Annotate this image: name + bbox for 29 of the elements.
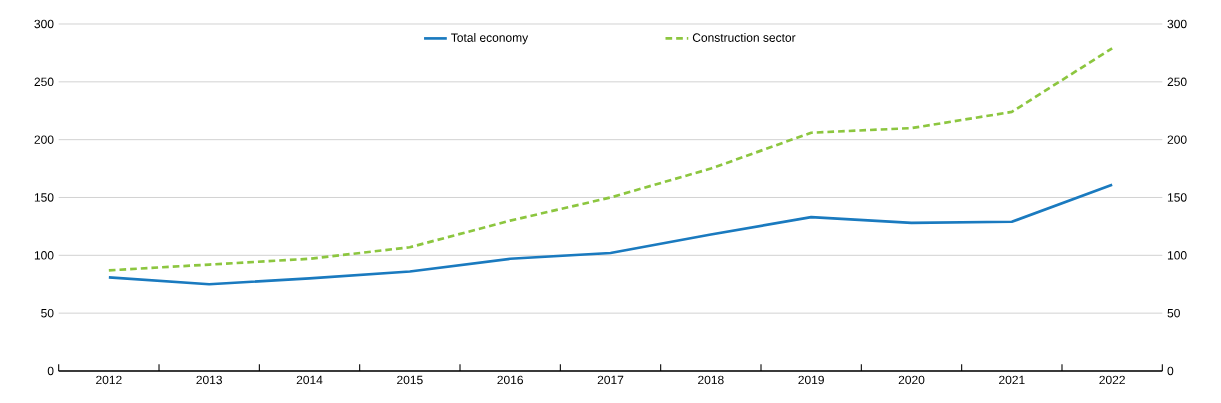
y-tick-label: 100 xyxy=(34,251,54,260)
line-series xyxy=(107,183,1114,286)
x-tick-label: 2021 xyxy=(999,375,1025,385)
y2-tick-label: 200 xyxy=(1167,135,1187,144)
y2-tick-label: 300 xyxy=(1167,19,1187,29)
y2-tick-label: 50 xyxy=(1167,308,1180,318)
y-tick-label: 250 xyxy=(34,77,54,87)
x-tick-label: 2014 xyxy=(296,375,323,385)
x-tick-label: 2012 xyxy=(96,375,122,385)
y-tick-label: 200 xyxy=(34,135,54,144)
y-tick-label: 150 xyxy=(34,193,54,202)
y-tick-label: 300 xyxy=(34,19,54,29)
x-tick-label: 2020 xyxy=(898,375,925,385)
y-tick-label: 50 xyxy=(41,308,54,318)
line-series xyxy=(107,46,1114,272)
legend-label: Construction sector xyxy=(692,33,796,42)
y2-tick-label: 100 xyxy=(1167,251,1187,260)
x-tick-label: 2016 xyxy=(497,375,523,385)
x-tick-label: 2013 xyxy=(196,375,222,385)
x-tick-label: 2019 xyxy=(798,375,824,385)
legend-label: Total economy xyxy=(451,33,529,45)
y2-tick-label: 250 xyxy=(1167,77,1187,87)
x-tick-label: 2015 xyxy=(397,375,423,385)
x-tick-label: 2017 xyxy=(597,375,624,385)
x-tick-label: 2018 xyxy=(698,375,724,385)
y-tick-label: 0 xyxy=(47,366,54,376)
y2-tick-label: 150 xyxy=(1167,193,1187,202)
y2-tick-label: 0 xyxy=(1167,366,1174,376)
x-tick-label: 2022 xyxy=(1099,375,1125,385)
